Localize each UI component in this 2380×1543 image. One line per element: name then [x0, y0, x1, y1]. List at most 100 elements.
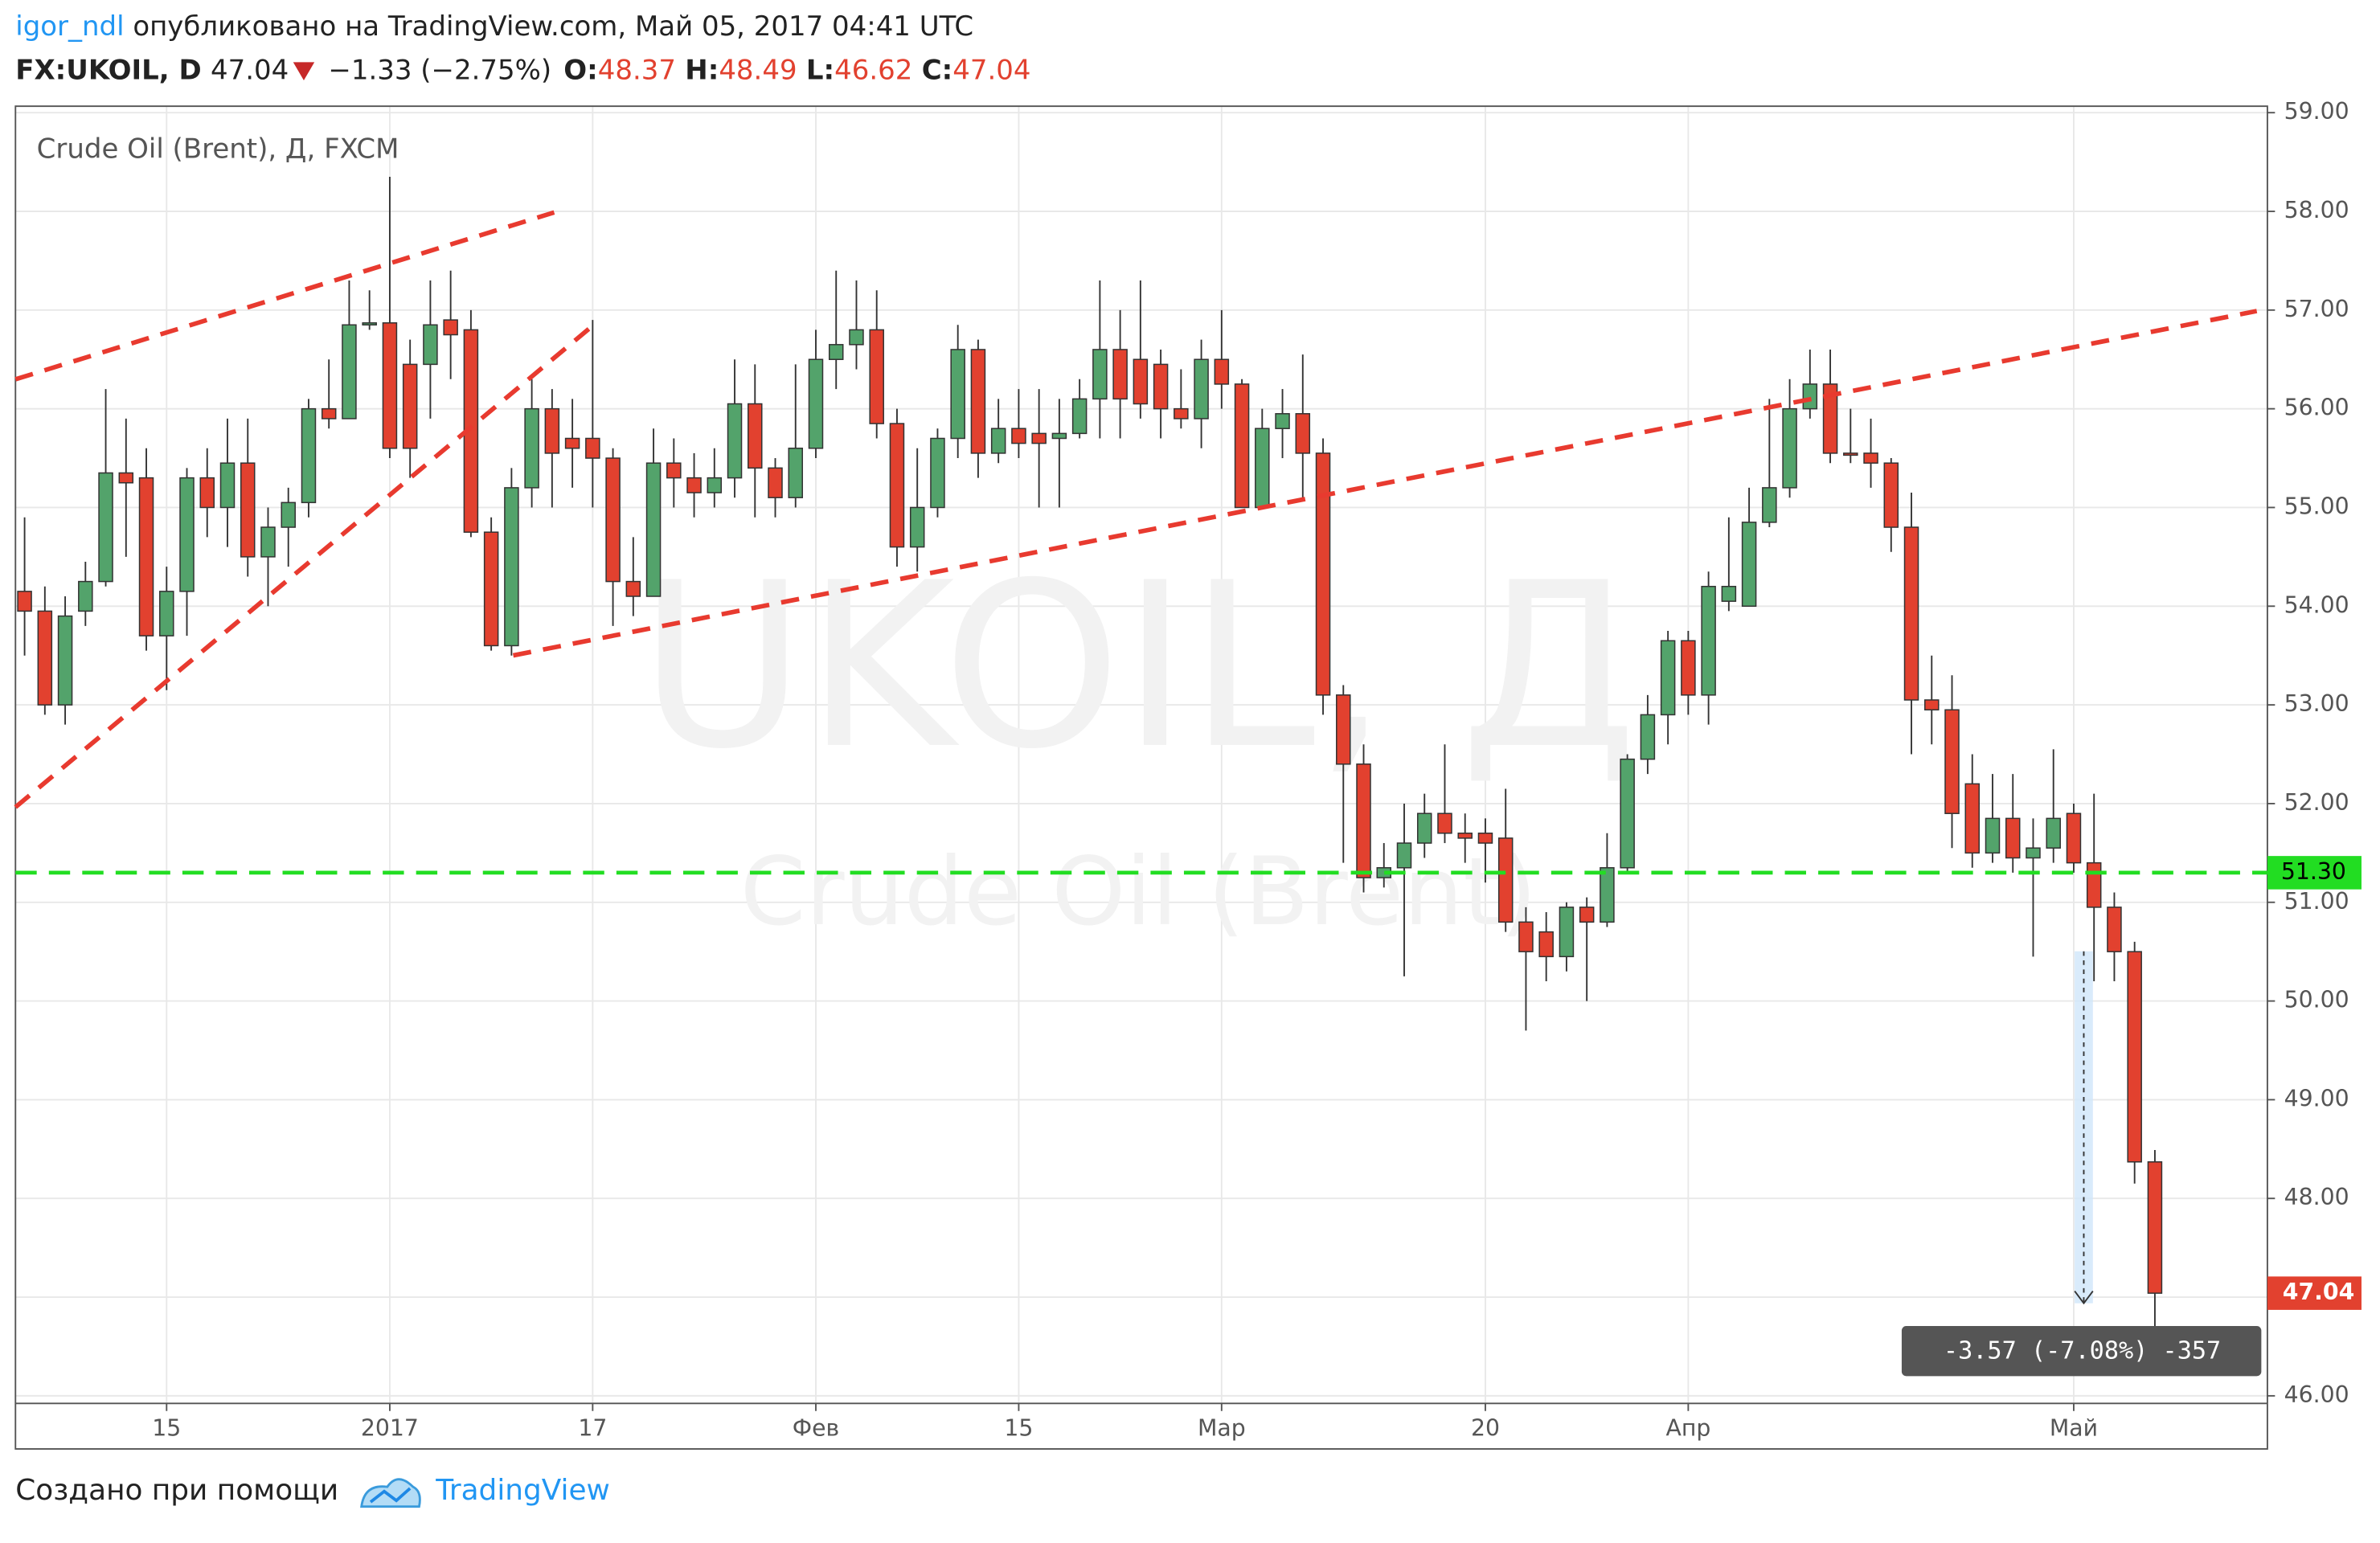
candle-body	[1985, 817, 2001, 854]
y-tick-label: 58.00	[2284, 197, 2349, 223]
candle-body	[321, 407, 337, 420]
candle-body	[2026, 847, 2041, 859]
candle-body	[1295, 413, 1311, 454]
candle-body	[1640, 714, 1656, 760]
h-label: H:	[685, 54, 719, 86]
candle-body	[1579, 907, 1595, 923]
candle-body	[240, 462, 256, 558]
logo	[360, 1478, 421, 1508]
candle-body	[1011, 428, 1026, 444]
candle-body	[869, 329, 884, 424]
candle-body	[219, 462, 236, 509]
candle-body	[1538, 931, 1554, 958]
candle-body	[1396, 842, 1412, 869]
y-tick-label: 51.00	[2284, 888, 2349, 915]
footer-text: Создано при помощи	[15, 1474, 338, 1507]
candle-body	[1457, 833, 1473, 839]
y-tick-label: 48.00	[2284, 1184, 2349, 1210]
x-tick-label: 15	[1004, 1414, 1033, 1441]
logo-line	[369, 1487, 412, 1504]
y-tick-label: 49.00	[2284, 1085, 2349, 1111]
l-value: 46.62	[834, 54, 912, 86]
x-tick-label: Фев	[793, 1414, 839, 1441]
candle-body	[1903, 526, 1919, 701]
candle-body	[342, 324, 357, 420]
candle-body	[950, 349, 965, 440]
x-tick-label: 15	[152, 1414, 181, 1441]
y-tick-label: 46.00	[2284, 1381, 2349, 1408]
quote-line: FX:UKOIL, D 47.04 −1.33 (−2.75%) O:48.37 H:4…	[15, 54, 1030, 86]
candle-body	[625, 580, 641, 597]
watermark-text: UKOIL, Д	[639, 534, 1638, 799]
candle-body	[1559, 907, 1575, 958]
candle-body	[1194, 358, 1209, 420]
candle-body	[727, 403, 743, 479]
c-label: C:	[922, 54, 953, 86]
candle-body	[483, 531, 499, 647]
candle-body	[1497, 837, 1514, 923]
watermark-sub: Crude Oil (Brent)	[740, 837, 1537, 947]
candle-body	[362, 322, 377, 326]
candle-body	[2066, 812, 2082, 864]
candle-body	[1924, 699, 1940, 711]
author: igor_ndl	[15, 10, 124, 42]
measure-arrow	[2074, 1291, 2094, 1305]
measure: -3.57 (-7.08%) -357	[1901, 951, 2262, 1377]
candle-body	[849, 329, 864, 346]
candle-body	[1112, 349, 1128, 400]
candle-body	[1721, 585, 1737, 602]
trendline	[14, 324, 594, 809]
c-value: 47.04	[952, 54, 1030, 86]
measure-box	[1901, 1326, 2262, 1377]
candle-body	[260, 526, 276, 558]
candle-body	[2046, 817, 2061, 849]
y-tick-label: 59.00	[2284, 98, 2349, 125]
candle-body	[666, 462, 682, 479]
header-line: igor_ndl опубликовано на TradingView.com…	[15, 10, 973, 42]
l-label: L:	[806, 54, 834, 86]
symbol: FX:UKOIL, D	[15, 54, 201, 86]
candle-body	[1741, 522, 1757, 608]
candle-body	[1416, 812, 1432, 844]
change: −1.33 (−2.75%)	[328, 54, 551, 86]
candle-body	[301, 407, 317, 504]
published: опубликовано на TradingView.com, Май 05,…	[125, 10, 974, 42]
candle-body	[828, 344, 844, 360]
o-value: 48.37	[598, 54, 676, 86]
candle-body	[1843, 452, 1858, 456]
candle-body	[443, 319, 458, 336]
candle-body	[1437, 812, 1452, 834]
candle-body	[382, 322, 398, 449]
candle-body	[2127, 951, 2142, 1163]
o-label: O:	[563, 54, 597, 86]
footer-brand: TradingView	[435, 1474, 610, 1507]
candle-body	[1315, 452, 1331, 696]
plot-frame	[14, 105, 2268, 1450]
candle-body	[1214, 358, 1230, 385]
h-value: 48.49	[719, 54, 797, 86]
candle-body	[1255, 428, 1270, 509]
candle-body	[909, 506, 925, 548]
y-tick-label: 54.00	[2284, 591, 2349, 618]
x-tick-label: 20	[1471, 1414, 1500, 1441]
candle-body	[423, 324, 438, 366]
candles	[15, 177, 2267, 1335]
candle-body	[1477, 833, 1493, 844]
candle-body	[1092, 349, 1108, 400]
trendline	[512, 309, 2258, 658]
candle-body	[707, 477, 723, 493]
candle-body	[788, 448, 804, 498]
trendline	[14, 210, 555, 382]
y-tick-label: 57.00	[2284, 296, 2349, 322]
candle-body	[1964, 783, 1981, 854]
candle-body	[1234, 383, 1250, 509]
candle-body	[199, 477, 215, 509]
x-tick-label: Май	[2050, 1414, 2098, 1441]
candle-body	[970, 349, 986, 454]
chart-title: Crude Oil (Brent), Д, FXCM	[37, 133, 399, 165]
last-price-label: 47.04	[2283, 1279, 2355, 1305]
candle-body	[585, 437, 600, 459]
candle-body	[118, 472, 134, 484]
